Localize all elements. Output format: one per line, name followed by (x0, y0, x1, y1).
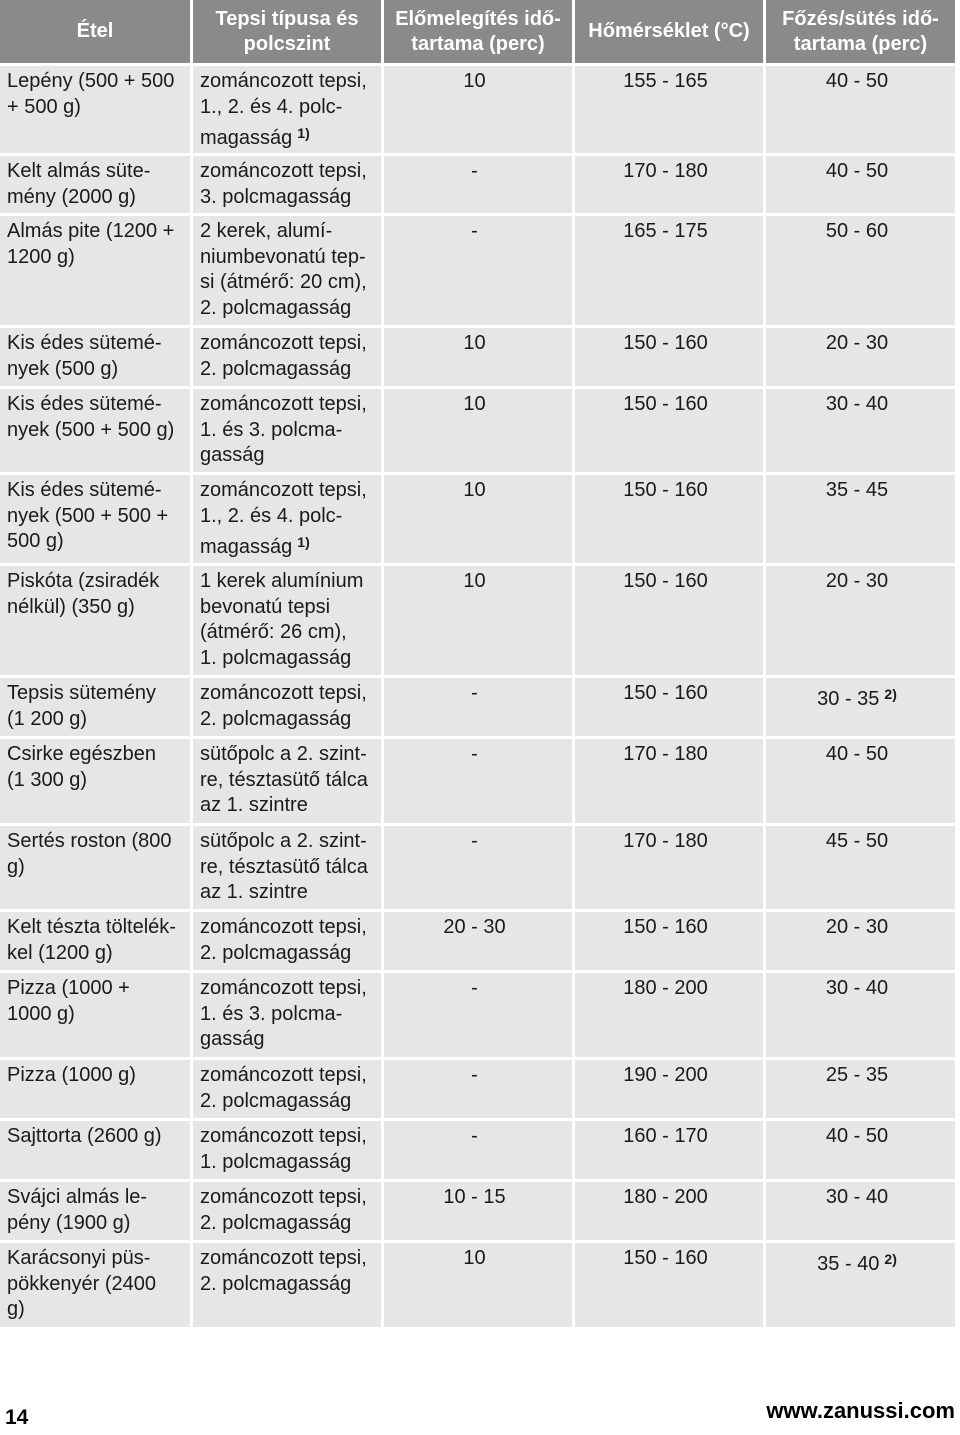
tray-cell: zománcozott tepsi, 2. polcmagasság (193, 1182, 381, 1240)
cook-time-cell: 40 - 50 (766, 156, 955, 213)
tray-cell: zománcozott tepsi, 2. polcmagasság (193, 678, 381, 736)
cook-time-cell: 20 - 30 (766, 912, 955, 970)
preheat-cell: - (384, 826, 572, 909)
preheat-cell: 10 (384, 566, 572, 675)
food-cell: Lepény (500 + 500 + 500 g) (0, 66, 190, 153)
header-food: Étel (0, 0, 190, 63)
preheat-cell: 10 - 15 (384, 1182, 572, 1240)
header-preheat: Előmelegítés idő- tartama (perc) (384, 0, 572, 63)
cook-time-cell: 40 - 50 (766, 66, 955, 153)
tray-cell: zománcozott tepsi, 2. polcmagasság (193, 328, 381, 386)
temperature-cell: 150 - 160 (575, 678, 763, 736)
temperature-cell: 180 - 200 (575, 973, 763, 1057)
food-cell: Piskóta (zsiradék nélkül) (350 g) (0, 566, 190, 675)
preheat-cell: 10 (384, 1243, 572, 1327)
header-tray: Tepsi típusa és polcszint (193, 0, 381, 63)
cook-time-text: 30 - 35 (817, 688, 880, 710)
tray-cell: sütőpolc a 2. szint- re, tésztasütő tálc… (193, 739, 381, 823)
footnote-marker: 2) (884, 1251, 897, 1267)
tray-cell: zománcozott tepsi, 1. polcmagasság (193, 1121, 381, 1179)
food-cell: Kis édes sütemé- nyek (500 + 500 + 500 g… (0, 475, 190, 563)
preheat-cell: - (384, 973, 572, 1057)
preheat-cell: 10 (384, 66, 572, 153)
preheat-cell: - (384, 739, 572, 823)
temperature-cell: 170 - 180 (575, 156, 763, 213)
preheat-cell: - (384, 216, 572, 325)
header-cook-time: Főzés/sütés idő- tartama (perc) (766, 0, 955, 63)
cook-time-cell: 40 - 50 (766, 1121, 955, 1179)
footnote-marker: 2) (884, 686, 897, 702)
tray-cell: zománcozott tepsi, 1., 2. és 4. polc- ma… (193, 66, 381, 153)
food-cell: Svájci almás le- pény (1900 g) (0, 1182, 190, 1240)
temperature-cell: 150 - 160 (575, 475, 763, 563)
cook-time-cell: 50 - 60 (766, 216, 955, 325)
tray-cell: 1 kerek alumínium bevonatú tepsi (átmérő… (193, 566, 381, 675)
cooking-table: Étel Tepsi típusa és polcszint Előmelegí… (0, 0, 955, 1327)
preheat-cell: - (384, 678, 572, 736)
temperature-cell: 165 - 175 (575, 216, 763, 325)
temperature-cell: 150 - 160 (575, 328, 763, 386)
tray-cell: zománcozott tepsi, 2. polcmagasság (193, 1243, 381, 1327)
tray-cell: zománcozott tepsi, 3. polcmagasság (193, 156, 381, 213)
tray-cell: zománcozott tepsi, 1., 2. és 4. polc- ma… (193, 475, 381, 563)
cook-time-cell: 40 - 50 (766, 739, 955, 823)
temperature-cell: 160 - 170 (575, 1121, 763, 1179)
tray-cell: zománcozott tepsi, 1. és 3. polcma- gass… (193, 973, 381, 1057)
temperature-cell: 180 - 200 (575, 1182, 763, 1240)
preheat-cell: 10 (384, 328, 572, 386)
tray-cell: sütőpolc a 2. szint- re, tésztasütő tálc… (193, 826, 381, 909)
footnote-marker: 1) (297, 534, 310, 550)
food-cell: Tepsis sütemény (1 200 g) (0, 678, 190, 736)
temperature-cell: 170 - 180 (575, 826, 763, 909)
cook-time-cell: 20 - 30 (766, 566, 955, 675)
preheat-cell: 20 - 30 (384, 912, 572, 970)
tray-text: zománcozott tepsi, 1., 2. és 4. polc- ma… (200, 479, 367, 558)
cook-time-cell: 30 - 35 2) (766, 678, 955, 736)
cook-time-cell: 30 - 40 (766, 1182, 955, 1240)
food-cell: Almás pite (1200 + 1200 g) (0, 216, 190, 325)
cook-time-cell: 20 - 30 (766, 328, 955, 386)
tray-cell: zománcozott tepsi, 1. és 3. polcma- gass… (193, 389, 381, 472)
food-cell: Kelt tészta töltelék- kel (1200 g) (0, 912, 190, 970)
food-cell: Kelt almás süte- mény (2000 g) (0, 156, 190, 213)
preheat-cell: - (384, 1121, 572, 1179)
tray-text: zománcozott tepsi, 1., 2. és 4. polc- ma… (200, 70, 367, 149)
food-cell: Csirke egészben (1 300 g) (0, 739, 190, 823)
temperature-cell: 150 - 160 (575, 389, 763, 472)
food-cell: Sajttorta (2600 g) (0, 1121, 190, 1179)
preheat-cell: - (384, 156, 572, 213)
cook-time-cell: 35 - 40 2) (766, 1243, 955, 1327)
food-cell: Pizza (1000 g) (0, 1060, 190, 1118)
preheat-cell: 10 (384, 389, 572, 472)
preheat-cell: - (384, 1060, 572, 1118)
cook-time-text: 35 - 40 (817, 1253, 880, 1275)
temperature-cell: 150 - 160 (575, 566, 763, 675)
cook-time-cell: 30 - 40 (766, 389, 955, 472)
temperature-cell: 155 - 165 (575, 66, 763, 153)
cook-time-cell: 45 - 50 (766, 826, 955, 909)
temperature-cell: 170 - 180 (575, 739, 763, 823)
cook-time-cell: 35 - 45 (766, 475, 955, 563)
temperature-cell: 150 - 160 (575, 912, 763, 970)
tray-cell: zománcozott tepsi, 2. polcmagasság (193, 1060, 381, 1118)
preheat-cell: 10 (384, 475, 572, 563)
cook-time-cell: 25 - 35 (766, 1060, 955, 1118)
food-cell: Kis édes sütemé- nyek (500 + 500 g) (0, 389, 190, 472)
website-url: www.zanussi.com (766, 1398, 955, 1423)
footnote-marker: 1) (297, 125, 310, 141)
temperature-cell: 150 - 160 (575, 1243, 763, 1327)
food-cell: Pizza (1000 + 1000 g) (0, 973, 190, 1057)
cook-time-cell: 30 - 40 (766, 973, 955, 1057)
tray-cell: 2 kerek, alumí- niumbevonatú tep- si (át… (193, 216, 381, 325)
food-cell: Karácsonyi püs- pökkenyér (2400 g) (0, 1243, 190, 1327)
tray-cell: zománcozott tepsi, 2. polcmagasság (193, 912, 381, 970)
temperature-cell: 190 - 200 (575, 1060, 763, 1118)
food-cell: Kis édes sütemé- nyek (500 g) (0, 328, 190, 386)
header-temperature: Hőmérséklet (°C) (575, 0, 763, 63)
page-number: 14 (5, 1406, 29, 1429)
food-cell: Sertés roston (800 g) (0, 826, 190, 909)
